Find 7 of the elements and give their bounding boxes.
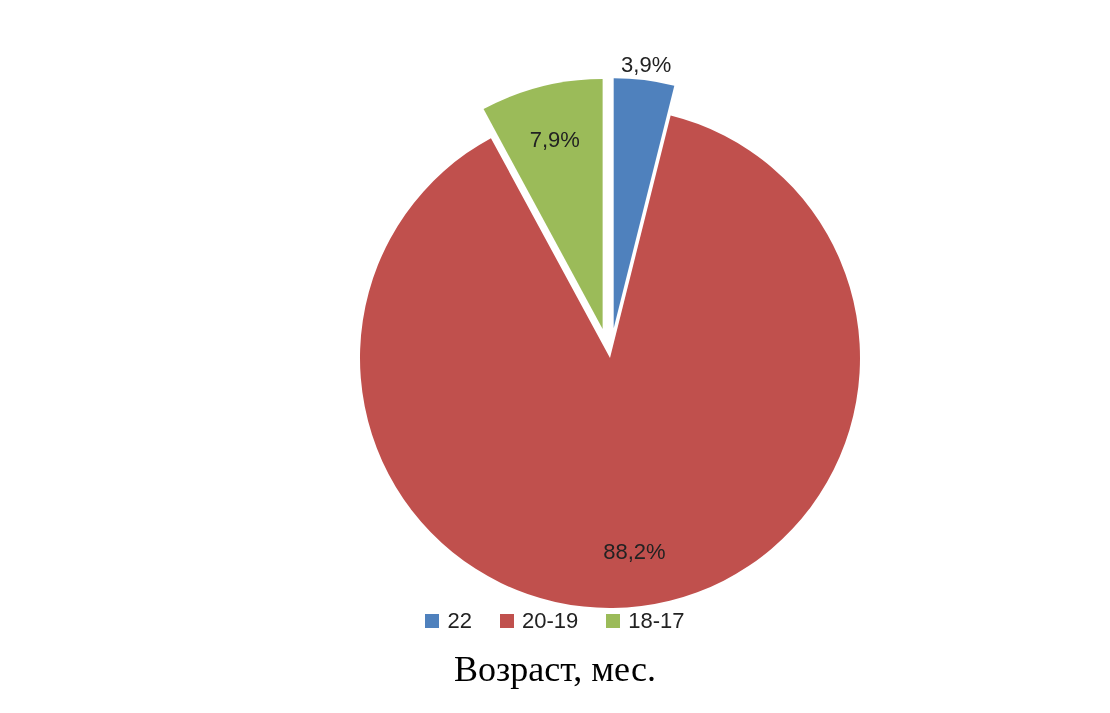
legend-label: 22: [447, 608, 472, 634]
data-label: 7,9%: [529, 127, 580, 153]
data-label: 3,9%: [621, 51, 672, 77]
legend-label: 20-19: [521, 608, 579, 634]
text: Возраст, мес.: [453, 648, 657, 690]
data-label: 88,2%: [603, 538, 666, 564]
legend-label: 18-17: [628, 608, 685, 634]
